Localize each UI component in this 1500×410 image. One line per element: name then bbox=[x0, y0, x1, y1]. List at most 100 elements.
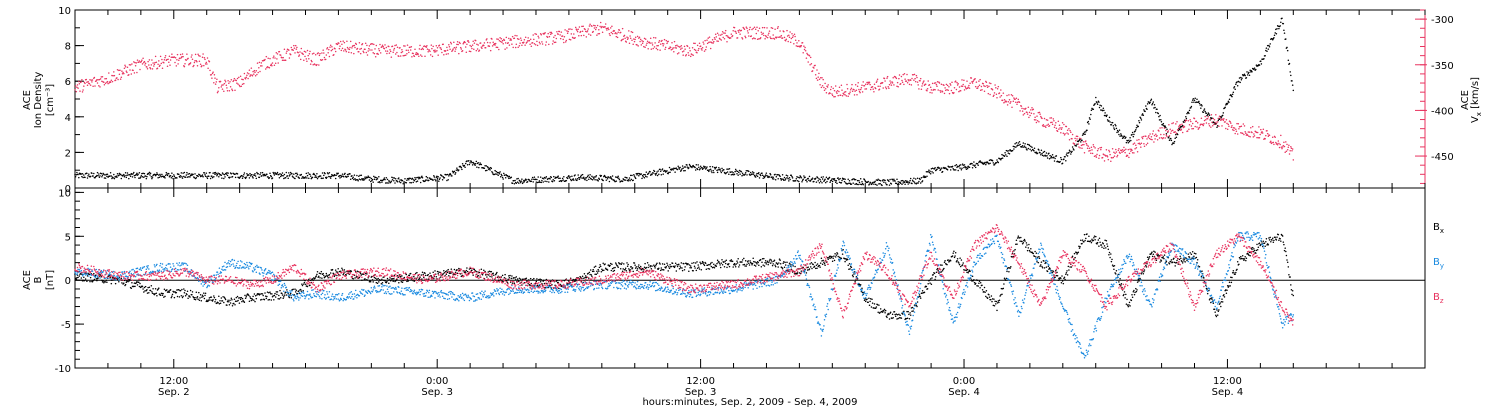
data-point bbox=[1043, 150, 1046, 153]
data-point bbox=[536, 181, 539, 184]
data-point bbox=[261, 171, 264, 174]
data-point bbox=[1110, 124, 1113, 126]
data-point bbox=[1068, 139, 1071, 141]
data-point bbox=[702, 41, 704, 43]
data-point bbox=[1291, 148, 1294, 150]
data-point bbox=[934, 166, 936, 169]
data-point bbox=[748, 35, 750, 37]
data-point bbox=[676, 168, 679, 171]
data-point bbox=[426, 48, 429, 50]
data-point bbox=[473, 48, 475, 50]
data-point bbox=[149, 174, 151, 176]
data-point bbox=[733, 26, 736, 29]
data-point bbox=[1135, 127, 1138, 129]
data-point bbox=[1264, 137, 1266, 140]
data-point bbox=[200, 300, 203, 302]
data-point bbox=[1049, 154, 1051, 157]
data-point bbox=[892, 76, 894, 79]
data-point bbox=[103, 81, 105, 83]
top-x-axis bbox=[74, 10, 1426, 188]
x-tick-label-time: 12:00 bbox=[1213, 376, 1242, 387]
data-point bbox=[153, 63, 156, 65]
data-point bbox=[1124, 151, 1126, 154]
data-point bbox=[1054, 157, 1056, 160]
data-point bbox=[468, 41, 470, 43]
data-point bbox=[544, 177, 547, 179]
data-point bbox=[526, 180, 529, 183]
data-point bbox=[85, 78, 88, 81]
data-point bbox=[1065, 125, 1068, 128]
data-point bbox=[608, 28, 610, 31]
data-point bbox=[447, 53, 449, 55]
data-point bbox=[339, 174, 342, 177]
data-point bbox=[296, 173, 299, 176]
data-point bbox=[421, 271, 424, 274]
data-point bbox=[1088, 147, 1091, 150]
data-point bbox=[1035, 119, 1037, 121]
data-point bbox=[327, 173, 329, 175]
data-point bbox=[342, 40, 344, 42]
data-point bbox=[398, 55, 400, 58]
data-point bbox=[985, 81, 988, 83]
data-point bbox=[416, 53, 418, 56]
data-point bbox=[682, 167, 684, 169]
data-point bbox=[473, 268, 476, 271]
data-point bbox=[864, 88, 866, 90]
data-point bbox=[893, 84, 895, 86]
data-point bbox=[1248, 135, 1250, 138]
data-point bbox=[965, 168, 968, 171]
data-point bbox=[574, 178, 577, 180]
data-point bbox=[1080, 141, 1082, 143]
data-point bbox=[489, 41, 491, 44]
data-point bbox=[272, 171, 274, 174]
data-point bbox=[486, 169, 488, 172]
data-point bbox=[834, 95, 836, 98]
data-point bbox=[456, 43, 458, 46]
data-point bbox=[449, 173, 452, 176]
data-point bbox=[195, 291, 198, 294]
data-point bbox=[369, 176, 371, 179]
data-point bbox=[1106, 114, 1108, 116]
data-point bbox=[1203, 119, 1206, 122]
data-point bbox=[428, 49, 431, 51]
data-point bbox=[189, 289, 192, 292]
data-point bbox=[1155, 133, 1157, 136]
data-point bbox=[406, 53, 408, 55]
data-point bbox=[414, 176, 416, 179]
data-point bbox=[1117, 131, 1120, 133]
data-point bbox=[1195, 120, 1198, 123]
data-point bbox=[574, 174, 576, 176]
data-point bbox=[504, 174, 506, 176]
data-point bbox=[1076, 138, 1078, 140]
data-point bbox=[516, 278, 519, 280]
data-point bbox=[1121, 151, 1123, 154]
data-point bbox=[1226, 128, 1229, 130]
data-point bbox=[371, 178, 374, 181]
data-point bbox=[877, 85, 879, 88]
data-point bbox=[1220, 118, 1223, 121]
data-point bbox=[636, 44, 638, 46]
data-point bbox=[501, 274, 504, 277]
data-point bbox=[519, 181, 522, 184]
data-point bbox=[204, 63, 207, 65]
data-point bbox=[501, 174, 503, 177]
data-point bbox=[876, 80, 878, 82]
data-point bbox=[235, 296, 238, 299]
data-point bbox=[864, 83, 867, 86]
data-point bbox=[205, 61, 208, 64]
data-point bbox=[711, 165, 714, 168]
data-point bbox=[977, 164, 979, 167]
data-point bbox=[686, 45, 689, 47]
data-point bbox=[916, 81, 919, 83]
data-point bbox=[477, 44, 479, 46]
data-point bbox=[1034, 116, 1036, 118]
data-point bbox=[714, 33, 717, 35]
data-point bbox=[402, 279, 404, 282]
data-point bbox=[341, 267, 343, 269]
data-point bbox=[368, 47, 370, 50]
data-point bbox=[930, 89, 933, 91]
data-point bbox=[141, 285, 144, 287]
data-point bbox=[684, 169, 686, 172]
data-point bbox=[592, 30, 594, 33]
data-point bbox=[632, 179, 634, 181]
